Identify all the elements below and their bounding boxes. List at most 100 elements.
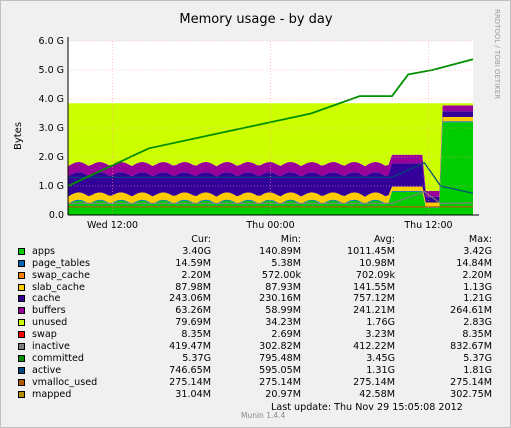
legend-avg: 42.58M [359, 388, 395, 400]
memory-chart: Memory usage - by day Bytes RRDTOOL / TO… [13, 9, 501, 231]
legend-cur: 31.04M [175, 388, 211, 400]
legend-row-committed: committed 5.37G 795.48M 3.45G 5.37G [15, 353, 507, 365]
legend-max: 275.14M [450, 376, 492, 388]
legend-row-swap: swap 8.35M 2.69M 3.23M 8.35M [15, 329, 507, 341]
legend-cur: 243.06M [169, 293, 211, 305]
y-tick-label: 6.0 G [39, 36, 65, 47]
legend-cur: 419.47M [169, 341, 211, 353]
area-unused [68, 103, 473, 191]
legend-min: 230.16M [259, 293, 301, 305]
legend-cur: 8.35M [181, 329, 211, 341]
legend-cur: 79.69M [175, 317, 211, 329]
line-inactive [68, 191, 474, 205]
legend-name: active [32, 364, 62, 376]
legend-row-buffers: buffers 63.26M 58.99M 241.21M 264.61M [15, 305, 507, 317]
legend-max: 2.83G [463, 317, 492, 329]
legend-min: 140.89M [259, 245, 301, 257]
legend-row-page-tables: page_tables 14.59M 5.38M 10.98M 14.84M [15, 258, 507, 270]
legend-row-swap-cache: swap_cache 2.20M 572.00k 702.09k 2.20M [15, 270, 507, 282]
y-tick-label: 3.0 G [39, 123, 65, 134]
legend-avg: 241.21M [353, 305, 395, 317]
chart-title: Memory usage - by day [179, 12, 332, 27]
legend-cur: 63.26M [175, 305, 211, 317]
legend-swatch [18, 247, 25, 255]
legend-swatch [18, 354, 25, 362]
legend-name: cache [32, 293, 61, 305]
legend-name: vmalloc_used [32, 376, 98, 388]
legend-row-inactive: inactive 419.47M 302.82M 412.22M 832.67M [15, 341, 507, 353]
x-tick-label: Wed 12:00 [87, 220, 138, 231]
legend-name: buffers [32, 305, 66, 317]
legend-row-active: active 746.65M 595.05M 1.31G 1.81G [15, 365, 507, 377]
legend-cur: 3.40G [182, 245, 211, 257]
x-tick-label: Thu 00:00 [245, 220, 294, 231]
legend-row-unused: unused 79.69M 34.23M 1.76G 2.83G [15, 317, 507, 329]
y-tick-label: 4.0 G [39, 94, 65, 105]
col-max: Max: [468, 234, 492, 245]
legend-max: 3.42G [463, 245, 492, 257]
legend-min: 58.99M [265, 305, 301, 317]
y-axis-label: Bytes [13, 122, 24, 150]
legend-min: 34.23M [265, 317, 301, 329]
area-apps [68, 122, 473, 215]
y-axis-ticks: 0.0 1.0 G 2.0 G 3.0 G 4.0 G 5.0 G 6.0 G [39, 36, 473, 221]
last-update: Last update: Thu Nov 29 15:05:08 2012 [271, 402, 463, 413]
legend-swatch [18, 283, 25, 291]
legend-max: 264.61M [450, 305, 492, 317]
col-min: Min: [280, 234, 301, 245]
legend-avg: 1011.45M [347, 245, 395, 257]
line-committed [67, 58, 474, 187]
legend-max: 14.84M [456, 257, 492, 269]
legend-cur: 5.37G [182, 352, 211, 364]
legend-max: 2.20M [462, 269, 492, 281]
legend-name: committed [32, 352, 85, 364]
legend-avg: 412.22M [353, 341, 395, 353]
legend-name: apps [32, 245, 56, 257]
legend-name: slab_cache [32, 281, 85, 293]
y-tick-label: 1.0 G [39, 181, 65, 192]
x-axis-ticks: Wed 12:00 Thu 00:00 Thu 12:00 [67, 37, 479, 231]
legend-max: 1.81G [463, 364, 492, 376]
legend-min: 302.82M [259, 341, 301, 353]
line-active [68, 162, 474, 194]
legend-cur: 87.98M [175, 281, 211, 293]
legend-avg: 275.14M [353, 376, 395, 388]
legend-max: 302.75M [450, 388, 492, 400]
legend-min: 572.00k [261, 269, 301, 281]
legend-min: 275.14M [259, 376, 301, 388]
legend-name: inactive [32, 341, 70, 353]
x-tick-label: Thu 12:00 [403, 220, 452, 231]
legend-swatch [18, 307, 25, 315]
legend-row-mapped: mapped 31.04M 20.97M 42.58M 302.75M [15, 389, 507, 401]
col-cur: Cur: [191, 234, 211, 245]
legend-name: swap [32, 329, 57, 341]
legend-swatch [18, 295, 25, 303]
legend-swatch [18, 331, 25, 339]
legend-row-vmalloc-used: vmalloc_used 275.14M 275.14M 275.14M 275.14M [15, 377, 507, 389]
legend-avg: 3.45G [366, 352, 395, 364]
area-slab-cache [68, 117, 473, 207]
legend-avg: 1.76G [366, 317, 395, 329]
legend-min: 5.38M [271, 257, 301, 269]
legend-avg: 10.98M [359, 257, 395, 269]
legend-row-cache: cache 243.06M 230.16M 757.12M 1.21G [15, 293, 507, 305]
legend-avg: 1.31G [366, 364, 395, 376]
area-cache [68, 111, 473, 203]
legend-name: mapped [32, 388, 72, 400]
legend-max: 1.21G [463, 293, 492, 305]
y-tick-label: 5.0 G [39, 65, 65, 76]
legend-row-apps: apps 3.40G 140.89M 1011.45M 3.42G [15, 246, 507, 258]
legend-swatch [18, 343, 25, 351]
col-avg: Avg: [373, 234, 395, 245]
legend-min: 795.48M [259, 352, 301, 364]
legend-max: 832.67M [450, 341, 492, 353]
legend-name: unused [32, 317, 68, 329]
legend-swatch [18, 319, 25, 327]
legend-min: 2.69M [271, 329, 301, 341]
legend-cur: 746.65M [169, 364, 211, 376]
rrdtool-side-label: RRDTOOL / TOBI OETIKER [493, 9, 501, 99]
legend-table: Cur: Min: Avg: Max: apps 3.40G 140.89M 1011… [15, 234, 507, 400]
legend-row-slab-cache: slab_cache 87.98M 87.93M 141.55M 1.13G [15, 282, 507, 294]
legend-min: 87.93M [265, 281, 301, 293]
legend-max: 5.37G [463, 352, 492, 364]
